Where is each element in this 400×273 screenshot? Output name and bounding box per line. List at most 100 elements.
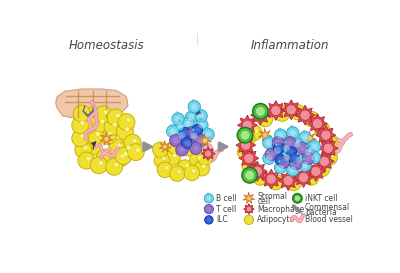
Circle shape bbox=[304, 111, 319, 127]
Circle shape bbox=[197, 137, 204, 144]
Circle shape bbox=[247, 135, 252, 139]
Circle shape bbox=[205, 150, 212, 157]
Text: T cell: T cell bbox=[216, 204, 236, 213]
Polygon shape bbox=[266, 100, 286, 121]
Circle shape bbox=[302, 146, 314, 158]
Circle shape bbox=[291, 138, 304, 151]
Circle shape bbox=[194, 127, 200, 133]
Polygon shape bbox=[294, 168, 314, 188]
Circle shape bbox=[197, 156, 201, 160]
Circle shape bbox=[253, 103, 268, 119]
Text: B cell: B cell bbox=[216, 194, 236, 203]
Circle shape bbox=[275, 143, 278, 146]
Circle shape bbox=[195, 110, 207, 122]
Circle shape bbox=[254, 129, 258, 133]
Circle shape bbox=[245, 148, 249, 152]
Circle shape bbox=[294, 195, 300, 201]
Circle shape bbox=[85, 138, 102, 155]
Circle shape bbox=[200, 118, 202, 120]
Circle shape bbox=[297, 108, 302, 112]
Text: ILC: ILC bbox=[216, 215, 228, 224]
Circle shape bbox=[87, 127, 104, 144]
Circle shape bbox=[165, 150, 180, 165]
Circle shape bbox=[260, 173, 264, 178]
Circle shape bbox=[314, 122, 330, 138]
Circle shape bbox=[246, 125, 262, 141]
Circle shape bbox=[73, 105, 90, 122]
Circle shape bbox=[286, 140, 293, 146]
Circle shape bbox=[184, 140, 190, 146]
Circle shape bbox=[256, 110, 266, 120]
Circle shape bbox=[192, 169, 196, 173]
Circle shape bbox=[284, 150, 287, 153]
Circle shape bbox=[274, 129, 287, 141]
Circle shape bbox=[198, 112, 204, 119]
Circle shape bbox=[204, 194, 214, 203]
Circle shape bbox=[266, 155, 272, 162]
Circle shape bbox=[182, 117, 194, 130]
Circle shape bbox=[293, 154, 305, 166]
Polygon shape bbox=[236, 135, 256, 155]
Circle shape bbox=[82, 109, 86, 114]
Circle shape bbox=[277, 164, 284, 171]
Polygon shape bbox=[244, 204, 254, 215]
Text: bacteria: bacteria bbox=[305, 208, 337, 217]
Circle shape bbox=[263, 137, 275, 149]
Circle shape bbox=[188, 130, 200, 142]
Circle shape bbox=[189, 110, 191, 112]
Circle shape bbox=[106, 158, 123, 175]
Circle shape bbox=[274, 161, 287, 174]
Circle shape bbox=[294, 141, 301, 148]
Circle shape bbox=[194, 134, 206, 147]
Circle shape bbox=[169, 128, 176, 135]
Circle shape bbox=[242, 168, 257, 183]
Polygon shape bbox=[261, 169, 281, 189]
Circle shape bbox=[185, 140, 192, 147]
Circle shape bbox=[300, 110, 310, 120]
Circle shape bbox=[98, 161, 103, 165]
Circle shape bbox=[308, 151, 320, 164]
Circle shape bbox=[289, 167, 296, 173]
Circle shape bbox=[88, 121, 92, 125]
Text: Blood vessel: Blood vessel bbox=[305, 215, 353, 224]
Circle shape bbox=[312, 118, 322, 129]
Circle shape bbox=[117, 143, 122, 148]
Circle shape bbox=[176, 143, 180, 147]
Circle shape bbox=[265, 148, 277, 161]
Circle shape bbox=[274, 143, 284, 154]
Circle shape bbox=[72, 117, 89, 133]
Circle shape bbox=[124, 134, 141, 151]
Circle shape bbox=[299, 131, 311, 144]
Circle shape bbox=[290, 158, 302, 170]
Circle shape bbox=[191, 133, 198, 139]
Circle shape bbox=[198, 122, 205, 129]
Circle shape bbox=[293, 179, 298, 183]
Circle shape bbox=[302, 134, 308, 141]
Circle shape bbox=[177, 170, 181, 174]
Circle shape bbox=[286, 175, 301, 191]
Circle shape bbox=[116, 113, 120, 118]
Circle shape bbox=[118, 114, 135, 130]
Circle shape bbox=[311, 115, 315, 119]
Circle shape bbox=[206, 218, 211, 222]
Circle shape bbox=[126, 118, 131, 122]
Circle shape bbox=[271, 144, 284, 157]
Circle shape bbox=[107, 109, 124, 126]
Polygon shape bbox=[303, 131, 316, 145]
Circle shape bbox=[192, 99, 194, 102]
Circle shape bbox=[182, 130, 188, 136]
Circle shape bbox=[290, 104, 305, 120]
Circle shape bbox=[265, 115, 269, 119]
Circle shape bbox=[104, 118, 121, 135]
Circle shape bbox=[100, 127, 116, 144]
Circle shape bbox=[330, 153, 334, 158]
Circle shape bbox=[246, 206, 252, 212]
Circle shape bbox=[180, 128, 182, 130]
Circle shape bbox=[188, 114, 194, 121]
Circle shape bbox=[322, 126, 326, 130]
Circle shape bbox=[302, 152, 314, 164]
Circle shape bbox=[105, 153, 109, 158]
Circle shape bbox=[136, 148, 140, 152]
Circle shape bbox=[170, 134, 182, 147]
Circle shape bbox=[262, 132, 268, 138]
